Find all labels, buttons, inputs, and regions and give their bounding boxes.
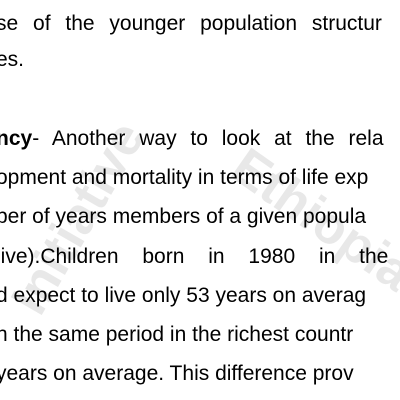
section-heading-fragment: ncy [0,127,33,150]
text-line-7-content: d expect to live only 53 years on averag [0,284,367,307]
text-line-4-content: opment and mortality in terms of life ex… [0,166,369,189]
text-line-8-content: n the same period in the richest countr [0,323,354,346]
text-line-5-content: ber of years members of a given popula [0,205,367,228]
text-line-2-content: es. [0,48,25,71]
text-line-4: opment and mortality in terms of life ex… [0,166,368,190]
text-line-9: years on average. This difference prov [0,362,354,386]
text-line-6: live).Children born in 1980 in the [0,245,388,269]
text-line-2: es. [0,48,24,72]
text-line-1: se of the younger population structur [0,12,382,36]
text-line-9-content: years on average. This difference prov [0,362,354,385]
text-line-3-content: - Another way to look at the rela [32,127,384,150]
text-line-3: ncy- Another way to look at the rela [0,127,384,151]
text-line-7: d expect to live only 53 years on averag [0,284,366,308]
text-line-5: ber of years members of a given popula [0,205,366,229]
text-line-6-content: live).Children born in 1980 in the [0,245,389,268]
text-line-1-content: se of the younger population structur [0,12,382,35]
text-line-8: n the same period in the richest countr [0,323,353,347]
